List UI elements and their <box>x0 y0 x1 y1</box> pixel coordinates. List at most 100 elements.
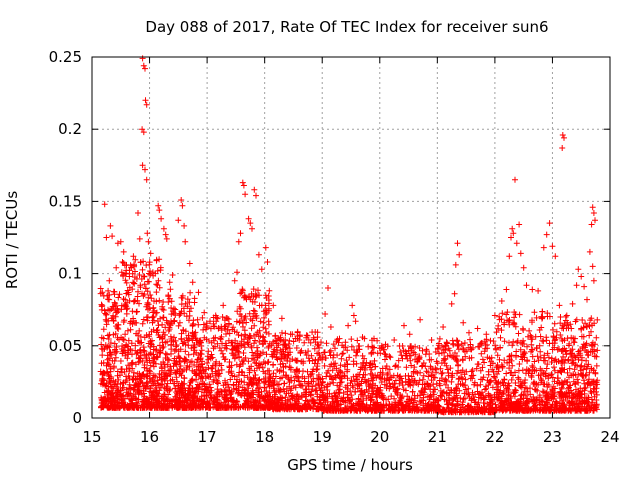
y-tick-label: 0 <box>72 409 82 427</box>
data-point <box>188 305 194 312</box>
data-point <box>130 298 137 305</box>
x-tick-label: 15 <box>82 428 101 446</box>
data-point <box>271 395 278 402</box>
data-point <box>528 348 534 355</box>
data-point <box>178 336 185 343</box>
data-point <box>574 376 581 383</box>
data-point <box>262 292 269 299</box>
data-point <box>225 337 232 344</box>
data-point <box>544 361 551 368</box>
data-point <box>455 381 462 388</box>
data-point <box>335 387 342 393</box>
data-point <box>185 342 192 349</box>
data-point <box>141 291 148 298</box>
data-point <box>243 401 249 408</box>
data-point <box>359 374 366 381</box>
data-point <box>552 356 559 363</box>
data-point <box>159 381 166 388</box>
data-point <box>582 384 589 391</box>
data-point <box>346 354 353 361</box>
data-point <box>290 394 297 401</box>
data-point <box>129 286 136 293</box>
data-point <box>517 383 524 390</box>
x-tick-label: 16 <box>140 428 159 446</box>
data-point <box>192 404 199 411</box>
data-point <box>109 394 116 401</box>
data-point <box>334 371 341 378</box>
data-point <box>250 286 257 293</box>
data-point <box>151 403 158 410</box>
data-point <box>410 403 417 410</box>
data-point <box>152 270 159 277</box>
data-point <box>469 389 476 396</box>
data-point <box>538 376 544 382</box>
data-point <box>372 400 379 407</box>
data-point <box>256 327 263 334</box>
data-point <box>352 407 359 414</box>
data-point <box>581 283 588 290</box>
data-point <box>203 326 209 333</box>
data-point <box>589 263 596 270</box>
data-point <box>383 363 390 370</box>
data-point <box>143 262 150 269</box>
data-point <box>265 358 272 365</box>
data-point <box>535 287 542 294</box>
data-point <box>501 338 508 345</box>
data-point <box>313 405 320 412</box>
data-point <box>405 372 412 379</box>
data-point <box>221 394 228 401</box>
data-point <box>155 398 161 405</box>
data-point <box>518 339 524 346</box>
data-point <box>568 398 575 405</box>
data-point <box>448 300 455 307</box>
data-point <box>353 376 360 382</box>
data-point <box>136 355 143 362</box>
data-point <box>150 374 157 381</box>
data-point <box>250 404 257 411</box>
data-point <box>260 349 266 356</box>
data-point <box>164 397 171 404</box>
data-point <box>439 369 446 376</box>
data-point <box>105 336 112 342</box>
data-point <box>430 401 437 408</box>
data-point <box>540 244 547 251</box>
data-point <box>186 308 193 315</box>
data-point <box>561 407 568 414</box>
data-point <box>435 402 442 409</box>
data-point <box>561 321 568 328</box>
data-point <box>231 277 238 284</box>
data-point <box>123 373 129 380</box>
data-point <box>338 379 345 385</box>
data-point <box>533 367 540 374</box>
data-point <box>488 354 495 361</box>
data-point <box>285 341 292 347</box>
data-point <box>477 381 484 388</box>
data-point <box>540 354 547 361</box>
data-point <box>486 409 493 416</box>
data-point <box>330 341 337 348</box>
data-point <box>179 340 186 347</box>
data-point <box>107 222 114 229</box>
data-point <box>110 312 117 319</box>
data-point <box>314 329 321 336</box>
data-point <box>412 343 419 350</box>
data-point <box>380 346 387 353</box>
y-tick-label: 0.05 <box>49 337 82 355</box>
data-point <box>350 373 357 380</box>
data-point <box>529 286 536 293</box>
x-tick-label: 19 <box>313 428 332 446</box>
data-point <box>503 406 510 413</box>
data-point <box>242 191 249 198</box>
data-point <box>135 210 141 216</box>
data-point <box>423 405 430 412</box>
data-point <box>319 353 326 360</box>
data-point <box>566 365 573 372</box>
data-point <box>575 379 582 386</box>
data-point <box>159 321 166 328</box>
data-point <box>261 404 268 411</box>
data-point <box>587 382 594 389</box>
data-point <box>249 317 256 324</box>
data-point <box>503 370 510 377</box>
data-point <box>232 351 239 358</box>
data-point <box>541 381 548 388</box>
